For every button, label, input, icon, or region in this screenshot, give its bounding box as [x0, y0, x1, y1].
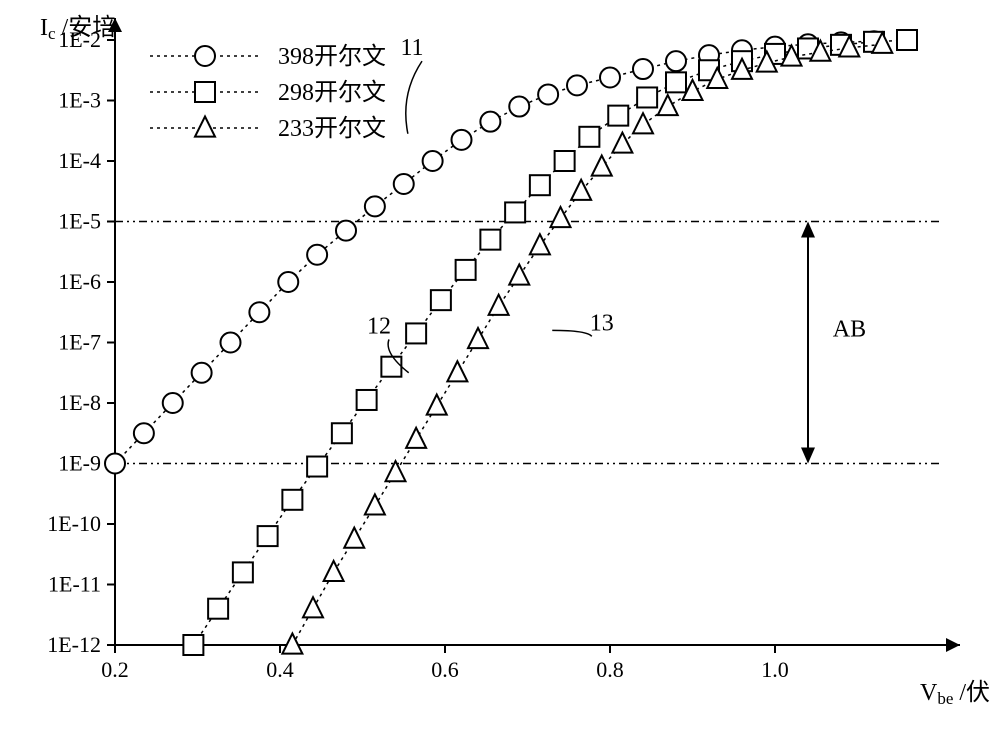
- ab-arrow-head-up: [801, 222, 815, 238]
- ab-label: AB: [833, 316, 866, 342]
- curve-label: 11: [400, 35, 423, 61]
- marker-square: [406, 323, 426, 343]
- curve-label: 13: [590, 310, 614, 336]
- marker-triangle: [365, 494, 385, 514]
- marker-square: [208, 599, 228, 619]
- legend-label: 398开尔文: [278, 43, 386, 70]
- marker-square: [183, 635, 203, 655]
- y-tick-label: 1E-7: [58, 330, 101, 355]
- legend-label: 298开尔文: [278, 79, 386, 106]
- marker-triangle: [489, 295, 509, 315]
- marker-triangle: [303, 597, 323, 617]
- marker-circle: [633, 59, 653, 79]
- curve-label-leader: [552, 330, 592, 336]
- marker-square: [608, 106, 628, 126]
- marker-circle: [278, 272, 298, 292]
- marker-square: [282, 490, 302, 510]
- chart-svg: 0.2 0.4 0.6 0.8 1.0 1E-12 1E-11 1E-10 1E-9 1E-8 1E…: [0, 0, 1000, 734]
- marker-circle: [394, 174, 414, 194]
- marker-square: [431, 290, 451, 310]
- marker-square: [637, 87, 657, 107]
- curve-label-leader: [406, 61, 422, 134]
- x-tick-label: 0.6: [431, 657, 459, 682]
- curve-label: 12: [367, 313, 391, 339]
- marker-square: [666, 72, 686, 92]
- marker-square: [381, 357, 401, 377]
- marker-circle: [307, 245, 327, 265]
- y-tick-label: 1E-3: [58, 88, 101, 113]
- marker-triangle: [509, 264, 529, 284]
- marker-triangle: [551, 207, 571, 227]
- marker-circle: [538, 84, 558, 104]
- marker-triangle: [386, 461, 406, 481]
- chart-container: 0.2 0.4 0.6 0.8 1.0 1E-12 1E-11 1E-10 1E-9 1E-8 1E…: [0, 0, 1000, 734]
- x-tick-label: 0.4: [266, 657, 294, 682]
- marker-triangle: [658, 95, 678, 115]
- marker-square: [195, 82, 215, 102]
- marker-square: [233, 562, 253, 582]
- x-axis-arrow: [946, 638, 960, 652]
- marker-square: [480, 230, 500, 250]
- marker-triangle: [195, 117, 215, 137]
- y-tick-label: 1E-6: [58, 269, 101, 294]
- marker-square: [897, 30, 917, 50]
- marker-square: [357, 390, 377, 410]
- marker-circle: [249, 302, 269, 322]
- marker-circle: [336, 221, 356, 241]
- marker-triangle: [530, 234, 550, 254]
- marker-circle: [192, 363, 212, 383]
- y-tick-label: 1E-12: [47, 632, 101, 657]
- y-tick-label: 1E-5: [58, 209, 101, 234]
- marker-triangle: [612, 133, 632, 153]
- marker-circle: [221, 333, 241, 353]
- x-tick-label: 1.0: [761, 657, 789, 682]
- y-tick-label: 1E-11: [48, 572, 101, 597]
- marker-square: [307, 457, 327, 477]
- marker-circle: [600, 68, 620, 88]
- marker-square: [258, 526, 278, 546]
- marker-circle: [452, 130, 472, 150]
- ab-arrow-head-down: [801, 448, 815, 464]
- marker-square: [555, 151, 575, 171]
- y-tick-label: 1E-4: [58, 148, 101, 173]
- marker-circle: [365, 196, 385, 216]
- marker-square: [505, 202, 525, 222]
- y-tick-label: 1E-8: [58, 390, 101, 415]
- marker-circle: [134, 423, 154, 443]
- marker-triangle: [344, 528, 364, 548]
- marker-triangle: [282, 634, 302, 654]
- legend-label: 233开尔文: [278, 115, 386, 142]
- marker-square: [332, 423, 352, 443]
- marker-square: [530, 175, 550, 195]
- x-axis-label: Vbe /伏: [920, 679, 990, 708]
- y-axis-label: Ic /安培: [40, 14, 116, 43]
- marker-triangle: [324, 561, 344, 581]
- marker-square: [456, 260, 476, 280]
- y-tick-label: 1E-10: [47, 511, 101, 536]
- marker-circle: [163, 393, 183, 413]
- marker-circle: [423, 151, 443, 171]
- series-line-11: [115, 41, 874, 463]
- marker-square: [579, 127, 599, 147]
- marker-circle: [567, 75, 587, 95]
- marker-triangle: [571, 180, 591, 200]
- marker-triangle: [468, 328, 488, 348]
- marker-triangle: [427, 395, 447, 415]
- marker-circle: [666, 51, 686, 71]
- marker-triangle: [406, 428, 426, 448]
- x-tick-label: 0.8: [596, 657, 624, 682]
- marker-triangle: [447, 361, 467, 381]
- marker-circle: [195, 46, 215, 66]
- marker-circle: [105, 454, 125, 474]
- marker-circle: [480, 112, 500, 132]
- marker-circle: [509, 97, 529, 117]
- marker-triangle: [633, 113, 653, 133]
- y-tick-label: 1E-9: [58, 451, 101, 476]
- x-tick-label: 0.2: [101, 657, 129, 682]
